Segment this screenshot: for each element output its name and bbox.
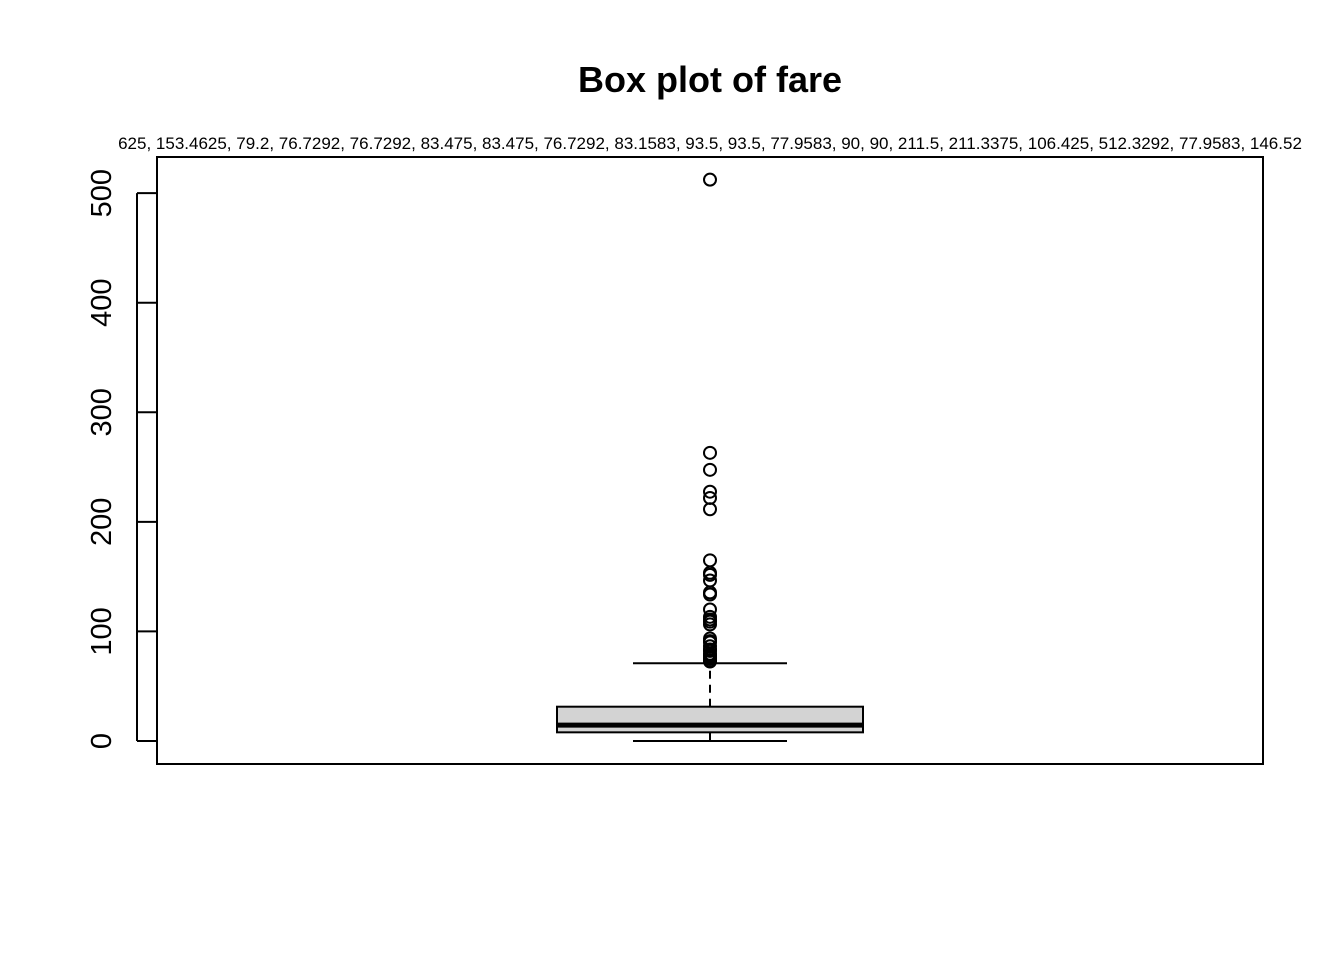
- outlier-point: [703, 567, 717, 582]
- chart-subtitle: 625, 153.4625, 79.2, 76.7292, 76.7292, 8…: [118, 134, 1302, 153]
- y-tick-label: 0: [86, 733, 118, 749]
- outlier-point: [703, 553, 717, 568]
- y-tick-label: 200: [86, 498, 118, 546]
- outlier-point: [703, 654, 717, 669]
- outlier-point: [703, 587, 717, 602]
- outlier-point: [703, 617, 717, 632]
- y-tick-label: 300: [86, 388, 118, 436]
- y-tick-label: 400: [86, 279, 118, 327]
- y-tick-label: 500: [86, 169, 118, 217]
- chart-title: Box plot of fare: [578, 59, 842, 100]
- interquartile-box: [556, 705, 864, 734]
- outlier-point: [703, 172, 717, 187]
- plot-frame: [156, 156, 1264, 765]
- outlier-point: [703, 445, 717, 460]
- outlier-points: [703, 172, 717, 669]
- y-axis: 0 100 200 300 400 500: [86, 169, 157, 749]
- outlier-point: [703, 502, 717, 517]
- y-tick-label: 100: [86, 607, 118, 655]
- outlier-point: [703, 462, 717, 477]
- outlier-point: [703, 484, 717, 499]
- box-plot: [556, 662, 864, 742]
